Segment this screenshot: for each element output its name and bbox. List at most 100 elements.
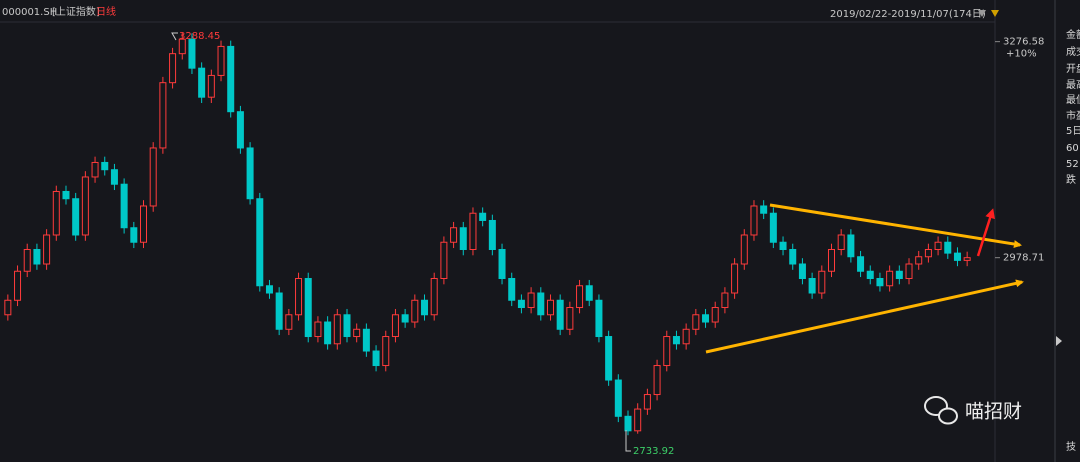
candle-body (886, 270, 894, 287)
candle-body (81, 176, 89, 236)
candle-body (537, 292, 545, 316)
y-tick-label: 2978.71 (1003, 253, 1044, 264)
candle-body (624, 415, 632, 432)
candle-body (14, 270, 22, 301)
pct-label: +10% (1006, 49, 1037, 60)
candle-body (595, 299, 603, 338)
candle-body (789, 248, 797, 265)
candle-body (140, 205, 148, 243)
candle-body (750, 205, 758, 236)
side-label: 技 (1066, 440, 1076, 453)
candle-body (576, 285, 584, 309)
candle-body (459, 227, 467, 250)
candle-body (295, 278, 303, 316)
candle-body (110, 169, 118, 185)
high-label: 3288.45 (179, 31, 220, 42)
watermark-text: 喵招财 (965, 401, 1022, 423)
index-name: [上证指数] (52, 5, 100, 18)
candle-body (130, 227, 138, 243)
candle-body (508, 278, 516, 301)
candle-body (915, 256, 923, 265)
candle-body (149, 147, 157, 207)
candle-body (614, 379, 622, 417)
low-label: 2733.92 (633, 446, 674, 457)
side-label: 市盈 (1066, 109, 1080, 122)
candle-body (760, 205, 768, 214)
candle-body (256, 198, 264, 287)
candle-body (798, 263, 806, 280)
period: 日线 (96, 5, 116, 18)
side-label: 最低 (1066, 93, 1080, 106)
candle-body (382, 336, 390, 367)
candle-body (924, 248, 932, 258)
candle-body (469, 212, 477, 250)
date-range: 2019/02/22-2019/11/07(174日) (830, 9, 986, 20)
panel-toggle[interactable] (1056, 336, 1062, 346)
candle-body (837, 234, 845, 250)
side-label: 5日 (1066, 126, 1080, 137)
candle-body (236, 111, 244, 149)
candle-body (702, 314, 710, 323)
candle-body (498, 248, 506, 280)
range-icon[interactable] (991, 10, 999, 17)
candle-body (275, 292, 283, 330)
candle-body (527, 292, 535, 309)
candle-body (895, 270, 903, 280)
candle-body (450, 227, 458, 243)
range-icon[interactable] (978, 10, 986, 17)
candle-body (401, 314, 409, 323)
candle-body (188, 38, 196, 69)
candle-body (857, 256, 865, 272)
candle-body (827, 248, 835, 272)
candle-body (818, 270, 826, 294)
side-label: 金额 (1066, 28, 1080, 41)
candle-body (246, 147, 254, 200)
candle-body (721, 292, 729, 309)
side-label: 52 (1066, 159, 1079, 170)
candle-body (479, 212, 487, 221)
candle-body (23, 248, 31, 272)
candle-body (653, 365, 661, 396)
side-label: 60 (1066, 143, 1079, 154)
candle-body (285, 314, 293, 330)
candle-body (963, 257, 971, 261)
candle-body (944, 241, 952, 254)
candle-body (207, 74, 215, 98)
watermark: 喵招财 (924, 396, 1022, 425)
candle-body (33, 248, 41, 265)
side-panel: 金额成交开盘最高最低市盈 5日 60 52 跌技 (1066, 28, 1080, 453)
candle-body (440, 241, 448, 280)
candle-body (52, 190, 60, 236)
candle-body (411, 299, 419, 323)
candle-body (391, 314, 399, 338)
breakout-arrow (976, 208, 995, 257)
candle-body (198, 67, 206, 98)
candle-body (304, 278, 312, 338)
candle-body (62, 190, 70, 200)
candle-body (556, 299, 564, 330)
candle-body (546, 299, 554, 316)
candle-body (672, 336, 680, 345)
side-label: 成交 (1066, 45, 1080, 58)
candle-body (101, 161, 109, 171)
low-pointer (625, 430, 631, 452)
candle-body (605, 336, 613, 381)
candle-body (847, 234, 855, 258)
candle-body (91, 161, 99, 178)
candle-body (217, 45, 225, 76)
trend-line (769, 203, 1022, 249)
candle-body (585, 285, 593, 301)
side-label: 跌 (1066, 173, 1076, 186)
candle-body (314, 321, 322, 338)
candle-body (353, 328, 361, 338)
candle-body (72, 198, 80, 236)
side-label: 最高 (1066, 78, 1080, 91)
trend-line (705, 279, 1024, 354)
candles (4, 33, 971, 436)
candle-body (953, 252, 961, 261)
candle-body (43, 234, 51, 265)
candle-body (634, 408, 642, 432)
